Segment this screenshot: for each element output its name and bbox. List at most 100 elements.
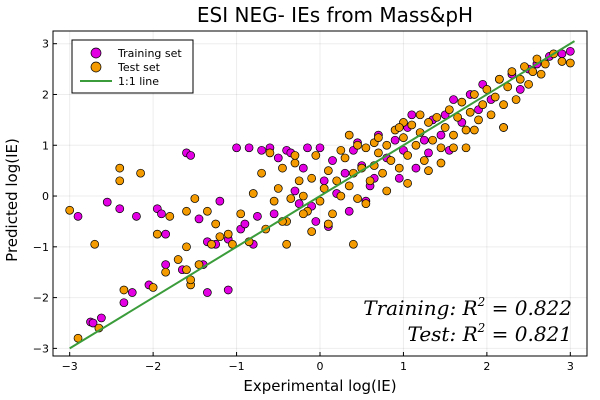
y-tick-label: 0 xyxy=(42,190,49,203)
test-point xyxy=(211,219,221,229)
training-point xyxy=(119,298,129,308)
training-point xyxy=(311,217,321,226)
test-point xyxy=(436,158,446,168)
x-tick-label: 1 xyxy=(400,360,407,373)
training-point xyxy=(88,318,98,328)
test-point xyxy=(203,206,212,216)
training-point xyxy=(127,288,137,297)
test-point xyxy=(465,107,475,117)
test-point xyxy=(328,209,337,219)
test-point xyxy=(394,163,404,173)
test-point xyxy=(298,209,308,219)
test-point xyxy=(311,151,321,160)
training-point xyxy=(565,46,575,56)
training-point xyxy=(436,130,446,140)
test-point xyxy=(444,105,454,115)
y-tick-label: −1 xyxy=(33,241,49,254)
identity-line-path xyxy=(69,40,576,350)
training-point xyxy=(73,212,83,221)
test-point xyxy=(378,168,387,178)
y-tick-label: 2 xyxy=(42,88,49,101)
test-point xyxy=(115,176,125,186)
training-point xyxy=(223,285,233,295)
test-point xyxy=(136,168,145,178)
y-tick-label: −2 xyxy=(33,292,49,305)
test-point xyxy=(236,209,246,219)
training-r2-annotation: Training: R2 = 0.822 xyxy=(363,295,572,320)
training-point xyxy=(161,229,170,239)
training-point xyxy=(115,204,125,214)
test-point xyxy=(173,255,183,264)
x-axis-label: Experimental log(IE) xyxy=(243,377,396,395)
y-tick-label: −3 xyxy=(33,342,49,355)
x-tick-label: 2 xyxy=(483,360,490,373)
test-point xyxy=(353,140,362,150)
test-point xyxy=(457,97,467,107)
test-point xyxy=(353,194,362,203)
test-point xyxy=(386,156,396,165)
test-point xyxy=(436,143,446,153)
test-point xyxy=(524,79,533,89)
test-point xyxy=(440,123,450,132)
legend-label-training: Training set xyxy=(117,47,182,60)
test-points xyxy=(65,49,575,343)
test-point xyxy=(478,100,488,109)
test-point xyxy=(474,115,483,125)
test-point xyxy=(90,239,100,249)
test-point xyxy=(486,110,496,120)
test-point xyxy=(411,140,421,150)
identity-line xyxy=(69,40,576,350)
training-point xyxy=(315,143,325,153)
test-point xyxy=(403,178,412,188)
training-point xyxy=(344,206,354,216)
legend-marker-test xyxy=(90,61,102,73)
legend-label-line: 1:1 line xyxy=(118,75,159,88)
test-point xyxy=(323,219,333,229)
training-point xyxy=(273,153,283,163)
training-point xyxy=(298,163,308,173)
test-point xyxy=(307,173,317,183)
test-point xyxy=(323,166,333,175)
test-point xyxy=(344,181,354,191)
training-point xyxy=(253,212,262,221)
training-point xyxy=(215,196,225,206)
x-tick-label: −3 xyxy=(62,360,78,373)
training-point xyxy=(269,209,279,219)
legend: Training set Test set 1:1 line xyxy=(71,39,194,94)
training-point xyxy=(194,214,204,224)
test-point xyxy=(424,166,433,175)
test-point xyxy=(340,153,350,163)
test-point xyxy=(336,145,346,155)
test-point xyxy=(182,206,191,216)
test-point xyxy=(449,143,458,153)
chart-title: ESI NEG- IEs from Mass&pH xyxy=(197,3,473,27)
training-point xyxy=(232,143,241,153)
x-axis-ticks: −3 −2 −1 0 1 2 3 xyxy=(62,352,574,373)
test-point xyxy=(470,125,479,135)
test-point xyxy=(336,191,346,201)
training-point xyxy=(186,151,196,160)
test-point xyxy=(499,123,508,132)
training-point xyxy=(97,313,106,323)
training-point xyxy=(449,95,458,104)
training-point xyxy=(102,197,112,207)
test-point xyxy=(248,189,258,198)
test-point xyxy=(269,196,279,206)
y-tick-label: 3 xyxy=(42,38,49,51)
test-point xyxy=(182,265,191,275)
x-tick-label: 0 xyxy=(317,360,324,373)
training-point xyxy=(515,85,525,94)
test-point xyxy=(349,239,358,249)
test-point xyxy=(382,140,392,150)
test-point xyxy=(215,232,225,242)
training-point xyxy=(419,135,429,145)
test-point xyxy=(536,69,546,79)
test-point xyxy=(382,186,392,196)
test-point xyxy=(152,229,162,239)
training-point xyxy=(394,173,404,183)
training-point xyxy=(132,212,141,221)
test-point xyxy=(290,151,300,160)
test-point xyxy=(223,229,233,239)
test-point xyxy=(374,148,383,158)
